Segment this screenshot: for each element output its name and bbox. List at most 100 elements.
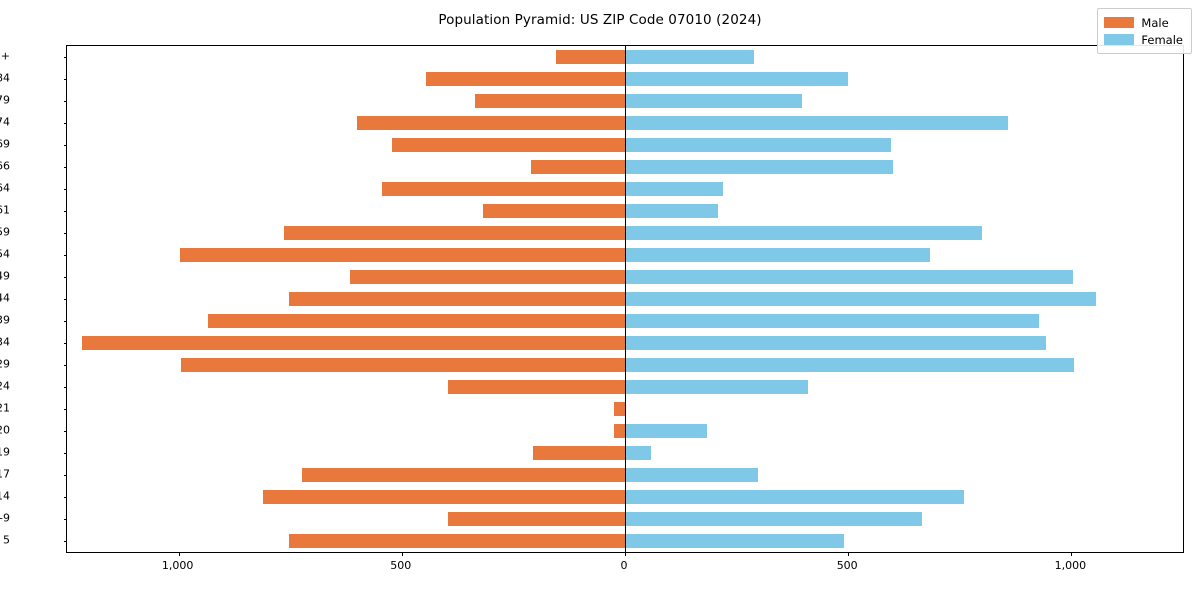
y-tick-mark [63, 167, 67, 168]
bar-female[interactable] [625, 116, 1009, 130]
bar-female[interactable] [625, 358, 1074, 372]
bar-male[interactable] [531, 160, 625, 174]
y-tick-label-under-5: Under 5 [0, 533, 10, 547]
y-tick-mark [63, 343, 67, 344]
bar-female[interactable] [625, 270, 1074, 284]
y-tick-mark [63, 541, 67, 542]
y-tick-mark [63, 101, 67, 102]
legend: Male Female [1097, 8, 1192, 54]
bar-row [67, 248, 1183, 262]
y-tick-mark [63, 255, 67, 256]
y-tick-label-55-59: 55-59 [0, 225, 10, 239]
y-tick-mark [63, 145, 67, 146]
bar-male[interactable] [381, 182, 625, 196]
legend-swatch-female [1104, 34, 1135, 45]
y-tick-mark [63, 387, 67, 388]
bar-female[interactable] [625, 468, 758, 482]
bar-female[interactable] [625, 72, 849, 86]
bar-row [67, 182, 1183, 196]
bar-female[interactable] [625, 138, 891, 152]
bar-female[interactable] [625, 94, 803, 108]
x-tick-label: 1,000 [161, 559, 194, 572]
bar-row [67, 226, 1183, 240]
y-tick-mark [63, 79, 67, 80]
bar-female[interactable] [625, 534, 844, 548]
y-tick-mark [63, 233, 67, 234]
bar-male[interactable] [448, 512, 625, 526]
bar-male[interactable] [447, 380, 625, 394]
bar-male[interactable] [288, 534, 625, 548]
bar-female[interactable] [625, 182, 723, 196]
bar-female[interactable] [625, 424, 707, 438]
bar-row [67, 490, 1183, 504]
y-tick-mark [63, 123, 67, 124]
bar-row [67, 138, 1183, 152]
bar-female[interactable] [625, 336, 1047, 350]
bar-row [67, 94, 1183, 108]
bar-row [67, 204, 1183, 218]
bar-male[interactable] [263, 490, 625, 504]
bar-female[interactable] [625, 226, 983, 240]
bar-row [67, 314, 1183, 328]
bar-female[interactable] [625, 204, 718, 218]
bar-row [67, 50, 1183, 64]
y-tick-label-80-84: 80-84 [0, 71, 10, 85]
bar-male[interactable] [613, 402, 625, 416]
bar-row [67, 336, 1183, 350]
bar-female[interactable] [625, 446, 651, 460]
bar-male[interactable] [482, 204, 625, 218]
y-tick-label-62-64: 62-64 [0, 181, 10, 195]
legend-swatch-male [1104, 17, 1135, 28]
bar-row [67, 292, 1183, 306]
legend-entry-female[interactable]: Female [1104, 31, 1183, 48]
bar-row [67, 358, 1183, 372]
bar-female[interactable] [625, 512, 922, 526]
y-tick-label-50-54: 50-54 [0, 247, 10, 261]
y-tick-mark [63, 321, 67, 322]
bar-male[interactable] [289, 292, 625, 306]
bar-row [67, 270, 1183, 284]
y-tick-mark [63, 409, 67, 410]
y-tick-label-60-61: 60-61 [0, 203, 10, 217]
y-tick-label-21: 21 [0, 401, 10, 415]
bar-male[interactable] [302, 468, 625, 482]
y-tick-mark [63, 211, 67, 212]
bar-male[interactable] [82, 336, 625, 350]
bar-male[interactable] [613, 424, 625, 438]
bar-male[interactable] [533, 446, 625, 460]
y-tick-label-20: 20 [0, 423, 10, 437]
bar-female[interactable] [625, 314, 1039, 328]
bar-male[interactable] [207, 314, 625, 328]
x-tick-mark [848, 552, 850, 556]
y-tick-mark [63, 277, 67, 278]
bar-row [67, 424, 1183, 438]
bar-female[interactable] [625, 50, 754, 64]
bar-male[interactable] [284, 226, 625, 240]
bar-row [67, 72, 1183, 86]
bar-male[interactable] [180, 358, 625, 372]
bar-male[interactable] [426, 72, 625, 86]
y-tick-label-85-: 85+ [0, 49, 10, 63]
legend-entry-male[interactable]: Male [1104, 14, 1183, 31]
bar-male[interactable] [357, 116, 625, 130]
y-tick-mark [63, 57, 67, 58]
bar-female[interactable] [625, 490, 964, 504]
bar-male[interactable] [179, 248, 625, 262]
y-tick-label-10-14: 10-14 [0, 489, 10, 503]
bar-row [67, 512, 1183, 526]
bar-male[interactable] [555, 50, 625, 64]
bar-male[interactable] [391, 138, 625, 152]
bar-row [67, 402, 1183, 416]
bar-row [67, 380, 1183, 394]
bar-male[interactable] [474, 94, 625, 108]
bar-male[interactable] [350, 270, 625, 284]
bar-female[interactable] [625, 292, 1096, 306]
y-tick-label-25-29: 25-29 [0, 357, 10, 371]
bar-female[interactable] [625, 248, 930, 262]
x-tick-label: 1,000 [1054, 559, 1087, 572]
bar-female[interactable] [625, 160, 893, 174]
x-tick-mark [401, 552, 403, 556]
bar-female[interactable] [625, 380, 808, 394]
y-tick-label-70-74: 70-74 [0, 115, 10, 129]
